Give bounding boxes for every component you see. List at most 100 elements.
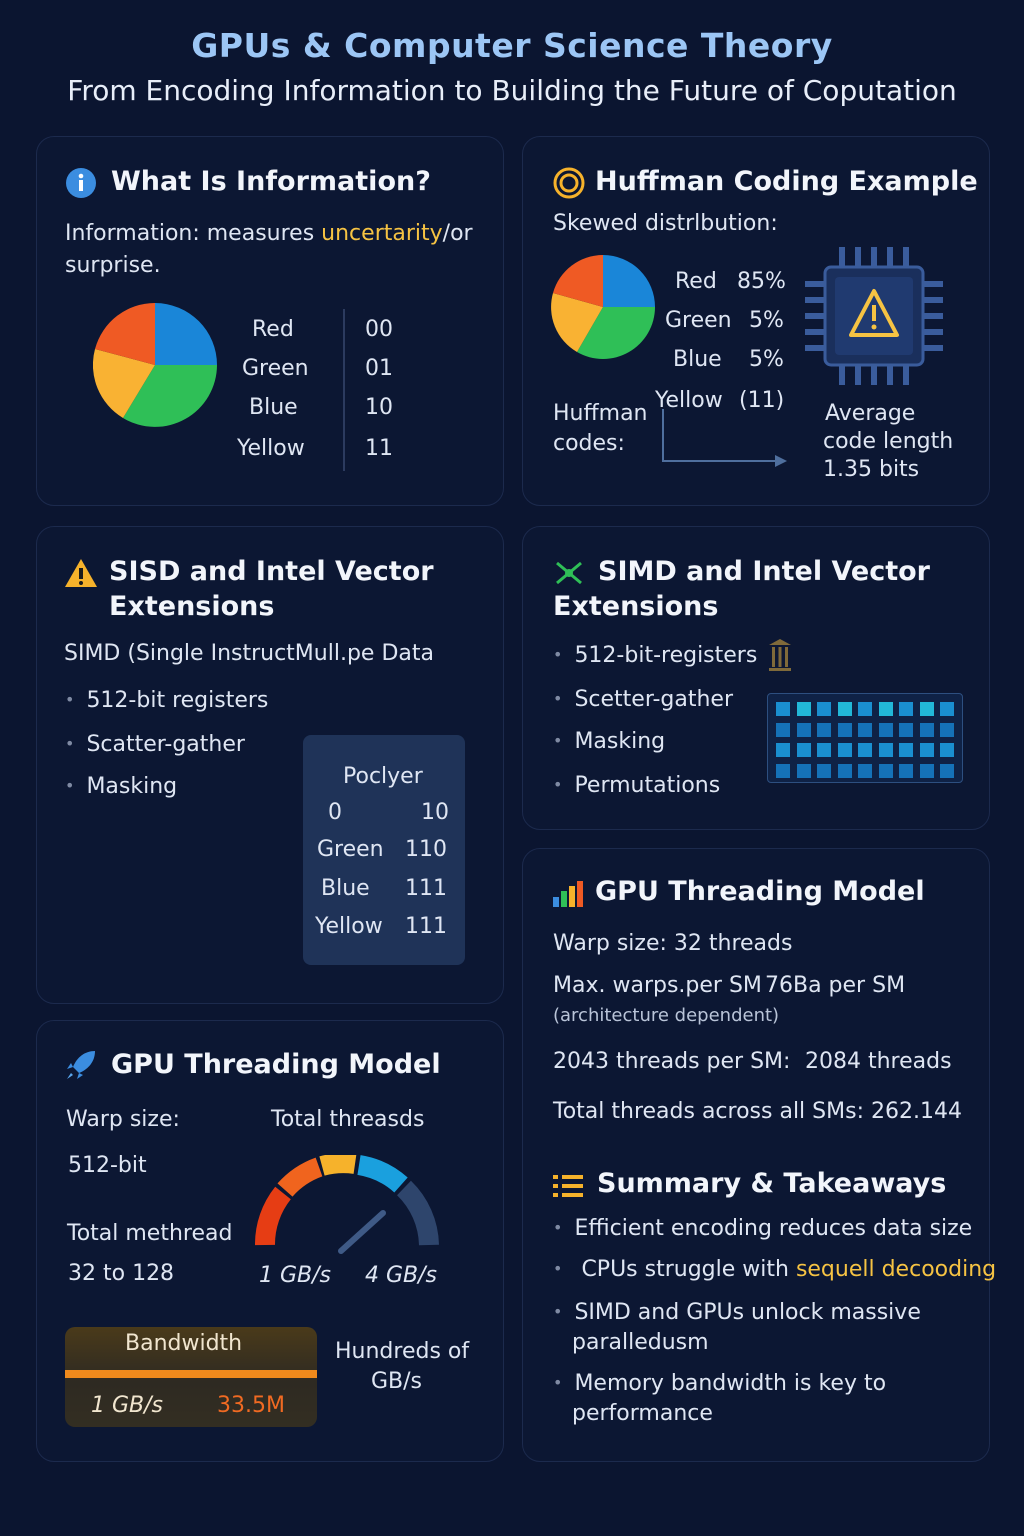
info-card-title: What Is Information? — [111, 166, 431, 197]
bandwidth-value: 1 GB/s — [91, 1393, 164, 1418]
gpu-right-threads-sm-value: 2084 threads — [805, 1049, 952, 1074]
sisd-box-row-3-label: Blue — [321, 876, 370, 901]
huffman-codes-label-2: codes: — [553, 431, 625, 456]
huffman-row-green-label: Green — [665, 308, 732, 333]
pillar-icon — [769, 639, 791, 671]
simd-register-cell — [878, 722, 893, 737]
info-code-1: 01 — [365, 356, 393, 381]
simd-register-cell — [776, 763, 790, 778]
info-pie-chart — [93, 303, 217, 427]
gpu-left-title: GPU Threading Model — [111, 1049, 441, 1080]
sisd-card-title-2: Extensions — [109, 591, 275, 622]
simd-register-cell — [837, 702, 852, 716]
gpu-left-range: 32 to 128 — [68, 1261, 175, 1286]
huffman-row-red-value: 85% — [737, 269, 786, 294]
summary-bullet-3-cont: paralledusm — [572, 1330, 709, 1355]
gpu-left-total-threads-label: Total threasds — [271, 1107, 425, 1132]
simd-register-cell — [796, 763, 811, 778]
sisd-box-row-1-label: 0 — [328, 800, 342, 825]
simd-card: SIMD and Intel Vector Extensions 512-bit… — [522, 526, 990, 830]
simd-register-cell — [837, 722, 852, 737]
gpu-right-arch: (architecture dependent) — [553, 1005, 780, 1026]
simd-register-cell — [940, 702, 954, 716]
gauge-max-label: 4 GB/s — [365, 1263, 438, 1288]
info-desc-pre: Information: measures — [65, 221, 322, 246]
rocket-icon — [67, 1051, 95, 1079]
simd-register-cell — [899, 722, 913, 737]
simd-register-cell — [899, 763, 913, 778]
bandwidth-gauge — [255, 1155, 439, 1254]
huffman-codes-label-1: Huffman — [553, 401, 648, 426]
simd-register-cell — [817, 763, 831, 778]
simd-card-title-2: Extensions — [553, 591, 719, 622]
gpu-left-card: GPU Threading Model Warp size: Total thr… — [36, 1020, 504, 1462]
simd-register-cell — [919, 702, 934, 716]
huffman-row-red-label: Red — [675, 269, 717, 294]
target-icon — [553, 167, 585, 199]
simd-card-title-1: SIMD and Intel Vector — [598, 556, 930, 587]
sisd-bullet-3: Masking — [65, 774, 177, 799]
simd-register-cell — [858, 743, 872, 757]
sisd-box-row-4-value: 111 — [405, 914, 447, 939]
huffman-avg-1: Average — [825, 401, 916, 426]
simd-register-cell — [817, 722, 831, 737]
hundreds-line-1: Hundreds of — [335, 1339, 470, 1364]
simd-register-cell — [776, 702, 790, 716]
simd-register-cell — [858, 702, 872, 716]
pie-slice-green — [123, 365, 217, 427]
info-label-yellow: Yellow — [237, 436, 305, 461]
info-label-green: Green — [242, 356, 309, 381]
gpu-left-warp-label: Warp size: — [66, 1107, 180, 1132]
huffman-avg-2: code length — [823, 429, 954, 454]
simd-register-cell — [796, 702, 811, 716]
huffman-pie-chart — [551, 255, 655, 359]
huffman-row-green-value: 5% — [749, 308, 784, 333]
pie-slice-yellow — [93, 349, 155, 418]
huffman-subtitle: Skewed distrlbution: — [553, 211, 778, 236]
sisd-card-title-1: SISD and Intel Vector — [109, 556, 434, 587]
info-label-blue: Blue — [249, 395, 298, 420]
summary-bullet-2-highlight: sequell decooding — [795, 1257, 997, 1282]
sisd-desc: SIMD (Single InstructMull.pe Data — [64, 641, 434, 666]
warning-icon — [65, 559, 97, 587]
summary-bullet-3: SIMD and GPUs unlock massive — [553, 1300, 920, 1325]
page-title: GPUs & Computer Science Theory — [191, 26, 833, 65]
simd-register-cell — [919, 743, 934, 757]
huffman-row-blue-label: Blue — [673, 347, 722, 372]
summary-bullet-4: Memory bandwidth is key to — [553, 1371, 886, 1396]
sisd-box-title: Poclyer — [343, 764, 423, 789]
gpu-right-max-warps-value: 76Ba per SM — [765, 973, 906, 998]
pie-slice-blue — [155, 303, 217, 365]
summary-title: Summary & Takeaways — [597, 1168, 947, 1199]
info-desc-post: /or — [442, 221, 473, 246]
summary-bullet-4-cont: performance — [572, 1401, 713, 1426]
huffman-card: Huffman Coding Example Skewed distrlbuti… — [522, 136, 990, 506]
info-code-2: 10 — [365, 395, 393, 420]
huffman-card-title: Huffman Coding Example — [595, 166, 978, 197]
page-subtitle: From Encoding Information to Building th… — [67, 74, 957, 107]
sisd-box-row-1-value: 10 — [421, 800, 449, 825]
simd-register-cell — [899, 702, 913, 716]
simd-bullet-1: 512-bit-registers — [553, 643, 757, 668]
simd-register-cell — [796, 743, 811, 757]
summary-bullet-2: CPUs struggle with sequell decooding — [553, 1257, 996, 1282]
bar-chart-icon — [553, 881, 583, 907]
pie-slice-red — [95, 303, 155, 365]
simd-bullet-3: Masking — [553, 729, 665, 754]
simd-register-cell — [837, 743, 852, 757]
gpu-right-warp: Warp size: 32 threads — [553, 931, 793, 956]
simd-register-cell — [858, 722, 872, 737]
simd-register-cell — [776, 722, 790, 737]
sisd-box-row-4-label: Yellow — [315, 914, 383, 939]
simd-register-cell — [919, 722, 934, 737]
info-card: What Is Information? Information: measur… — [36, 136, 504, 506]
hundreds-line-2: GB/s — [371, 1369, 423, 1394]
huffman-row-yellow-value: (11) — [739, 388, 785, 413]
gauge-min-label: 1 GB/s — [259, 1263, 332, 1288]
simd-register-cell — [899, 743, 913, 757]
network-icon — [556, 561, 582, 585]
simd-bullet-4: Permutations — [553, 773, 720, 798]
bandwidth-label: Bandwidth — [125, 1331, 243, 1356]
info-divider — [343, 309, 345, 471]
gpu-left-total-method: Total methread — [67, 1221, 233, 1246]
